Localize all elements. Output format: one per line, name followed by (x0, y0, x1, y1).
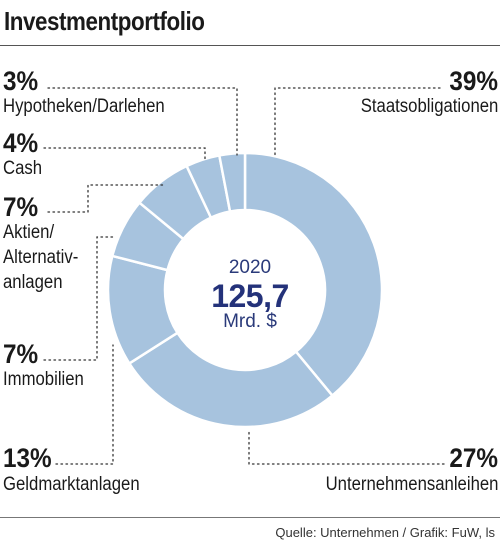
leader-lines (43, 87, 445, 465)
label-cash: Cash (3, 158, 43, 179)
label-aktien-line2: Alternativ- (3, 247, 79, 268)
center-unit: Mrd. $ (223, 311, 277, 332)
center-total-value: 125,7 (211, 278, 289, 314)
pct-hypotheken: 3% (3, 66, 39, 96)
label-aktien-line3: anlagen (3, 272, 63, 293)
slice-staatsobligationen (243, 151, 384, 397)
label-unternehmen: Unternehmensanleihen (325, 474, 498, 495)
pct-cash: 4% (3, 128, 39, 158)
leader-line-unternehmen (248, 429, 445, 465)
donut-slices (106, 151, 384, 429)
label-geldmarkt: Geldmarktanlagen (3, 474, 140, 495)
pct-geldmarkt: 13% (3, 443, 52, 473)
source-note: Quelle: Unternehmen / Grafik: FuW, ls (275, 525, 495, 540)
label-hypotheken: Hypotheken/Darlehen (3, 96, 165, 117)
label-aktien-line1: Aktien/ (3, 222, 55, 243)
pct-unternehmen: 27% (449, 443, 498, 473)
label-immobilien: Immobilien (3, 369, 84, 390)
chart-title: Investmentportfolio (4, 6, 205, 36)
leader-line-aktien (47, 184, 166, 213)
pct-immobilien: 7% (3, 339, 39, 369)
leader-line-cash (43, 147, 206, 161)
footer-rule (0, 517, 500, 518)
leader-line-staats (274, 87, 441, 156)
leader-line-immobilien (43, 236, 116, 361)
slice-hypotheken-darlehen (218, 151, 247, 213)
leader-line-geldmarkt (55, 344, 114, 465)
slice-unternehmensanleihen (128, 331, 334, 429)
pct-staats: 39% (449, 66, 498, 96)
label-staats: Staatsobligationen (360, 96, 498, 117)
title-rule (0, 45, 500, 46)
pct-aktien: 7% (3, 192, 39, 222)
center-year: 2020 (228, 257, 272, 278)
